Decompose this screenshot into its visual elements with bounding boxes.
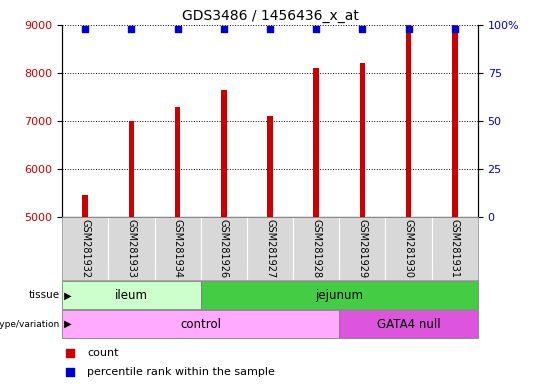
Text: ▶: ▶ [61, 319, 72, 329]
Bar [83, 195, 88, 217]
Text: ileum: ileum [115, 289, 148, 302]
Point [173, 26, 182, 32]
Bar [129, 121, 134, 217]
Text: jejunum: jejunum [315, 289, 363, 302]
Bar [360, 63, 365, 217]
Bar [62, 310, 339, 338]
Text: count: count [87, 348, 119, 358]
Text: GSM281932: GSM281932 [80, 219, 90, 278]
Point [341, 106, 350, 113]
Text: percentile rank within the sample: percentile rank within the sample [87, 367, 275, 377]
Text: genotype/variation: genotype/variation [0, 319, 59, 329]
Bar [406, 25, 411, 217]
Text: GSM281927: GSM281927 [265, 219, 275, 278]
Text: GSM281933: GSM281933 [126, 219, 137, 278]
Text: GSM281931: GSM281931 [450, 219, 460, 278]
Text: GSM281926: GSM281926 [219, 219, 229, 278]
Text: GSM281929: GSM281929 [357, 219, 367, 278]
Title: GDS3486 / 1456436_x_at: GDS3486 / 1456436_x_at [181, 8, 359, 23]
Bar [267, 116, 273, 217]
Point [341, 281, 350, 287]
Text: ▶: ▶ [61, 290, 72, 300]
Point [450, 26, 459, 32]
Point [219, 26, 228, 32]
Text: GATA4 null: GATA4 null [377, 318, 441, 331]
Text: GSM281934: GSM281934 [173, 219, 183, 278]
Bar [201, 281, 478, 309]
Bar [175, 107, 180, 217]
Text: GSM281930: GSM281930 [403, 219, 414, 278]
Point [404, 26, 413, 32]
Bar [221, 90, 227, 217]
Bar [313, 68, 319, 217]
Bar [452, 25, 457, 217]
Text: control: control [180, 318, 221, 331]
Point [127, 26, 136, 32]
Point [81, 26, 90, 32]
Bar [339, 310, 478, 338]
Bar [62, 281, 201, 309]
Point [358, 26, 367, 32]
Point [312, 26, 321, 32]
Point [266, 26, 274, 32]
Text: tissue: tissue [28, 290, 59, 300]
Text: GSM281928: GSM281928 [311, 219, 321, 278]
